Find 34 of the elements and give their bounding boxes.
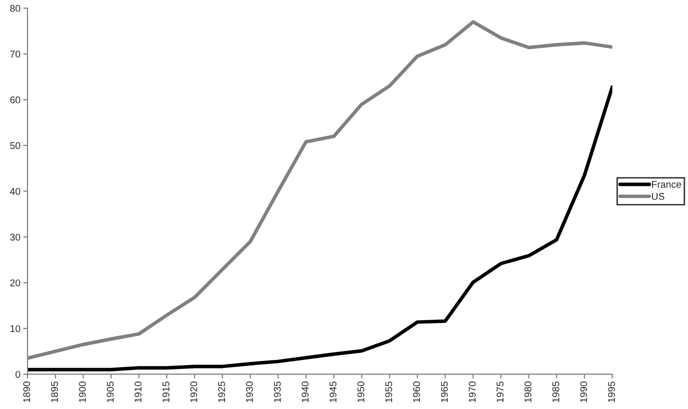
x-tick-label: 1930 [246, 382, 253, 402]
x-tick-label: 1920 [190, 382, 198, 402]
x-tick-label: 1890 [23, 382, 30, 402]
x-tick-label: 1905 [106, 382, 114, 402]
legend-label: France [652, 181, 682, 188]
x-tick-label: 1950 [357, 382, 364, 402]
y-tick-label: 30 [10, 234, 20, 241]
x-tick-label: 1990 [580, 382, 588, 402]
x-tick-label: 1945 [330, 382, 336, 402]
x-tick-label: 1935 [274, 382, 281, 402]
x-tick-label: 1955 [385, 382, 392, 402]
x-tick-label: 1985 [552, 382, 560, 402]
x-tick-label: 1960 [413, 382, 420, 402]
x-tick-label: 1925 [218, 382, 226, 402]
x-tick-label: 1970 [468, 382, 476, 402]
y-tick-label: 20 [10, 279, 20, 286]
y-tick-label: 50 [10, 142, 20, 150]
y-tick-label: 0 [16, 370, 20, 378]
legend-label: US [652, 192, 664, 200]
x-tick-label: 1975 [496, 382, 504, 402]
x-tick-label: 1965 [440, 382, 448, 402]
line-series [28, 85, 612, 372]
x-tick-label: 1910 [134, 382, 142, 402]
x-tick-label: 1895 [51, 382, 58, 402]
x-tick-label: 1900 [78, 382, 86, 402]
x-tick-label: 1940 [302, 382, 309, 402]
x-tick-label: 1980 [524, 382, 532, 402]
y-tick-label: 40 [10, 188, 20, 195]
x-tick-label: 1915 [162, 382, 170, 402]
y-tick-label: 70 [10, 50, 20, 58]
y-tick-label: 10 [10, 325, 20, 332]
y-tick-label: 60 [10, 96, 20, 104]
y-tick-label: 80 [10, 4, 20, 12]
x-tick-label: 1995 [608, 382, 615, 402]
